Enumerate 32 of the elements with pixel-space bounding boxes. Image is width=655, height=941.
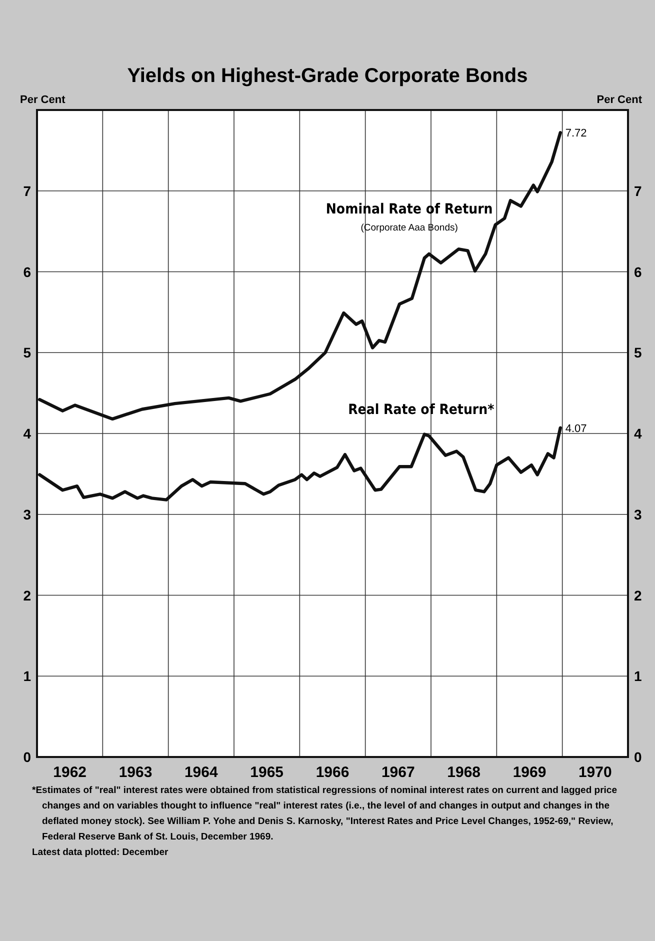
text: *Estimates of "real" interest rates were obtained from statistical regressions of nominal interest rates on current and lagged price changes and on variables thought to influence "real" interest rates (i.e., the level of and changes in output and changes in the deflated money stock). See William P. Yohe and Denis S. Karnosky, "Interest Rates and Price Level Changes, 1952-69," Review, Federal Reserve Bank of St. Louis, December 1969.: [32, 785, 617, 842]
x-tick-label: 1969: [512, 764, 546, 781]
y2-tick-label: 7: [634, 182, 642, 199]
y2-tick-label: 0: [634, 749, 642, 765]
x-tick-label: 1970: [578, 764, 612, 781]
data-label: 7.72: [565, 128, 587, 140]
y-tick-label: 7: [23, 182, 32, 199]
y-tick-label: 3: [23, 506, 32, 522]
y-tick-label: 2: [23, 587, 32, 604]
y2-axis-title: Per Cent: [596, 94, 642, 106]
y2-tick-label: 5: [634, 344, 642, 361]
x-tick-label: 1965: [250, 764, 284, 781]
y-tick-label: 1: [23, 668, 32, 684]
y-tick-label: 5: [23, 344, 32, 361]
data-label: 4.07: [565, 422, 587, 435]
chart-title: Yields on Highest-Grade Corporate Bonds: [127, 65, 528, 87]
x-tick-label: 1966: [316, 764, 350, 781]
y2-tick-label: 6: [634, 264, 642, 280]
x-tick-label: 1963: [118, 764, 152, 781]
y2-tick-label: 1: [634, 668, 642, 684]
y-tick-label: 0: [23, 749, 32, 765]
y2-tick-label: 3: [634, 506, 642, 522]
x-tick-label: 1968: [447, 764, 481, 781]
x-tick-label: 1962: [53, 764, 87, 781]
y2-tick-label: 2: [634, 587, 642, 604]
y2-tick-label: 4: [634, 426, 642, 442]
text: Latest data plotted: December: [32, 847, 168, 858]
y-tick-label: 4: [23, 426, 32, 442]
x-tick-label: 1967: [381, 764, 415, 781]
y-axis-title: Per Cent: [20, 94, 66, 106]
x-tick-label: 1964: [184, 764, 219, 781]
y-tick-label: 6: [23, 264, 32, 280]
